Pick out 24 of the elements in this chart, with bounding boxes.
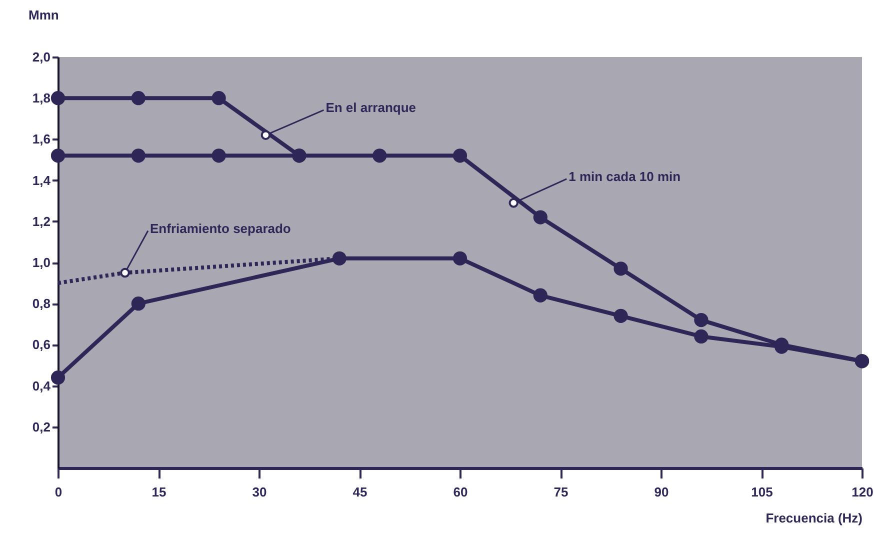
y-tick-label: 0,8: [32, 296, 50, 312]
x-tick-label: 120: [852, 484, 874, 500]
y-tick-label: 1,0: [32, 255, 50, 270]
annotation: Enfriamiento separado: [150, 220, 291, 236]
x-tick-label: 0: [54, 484, 62, 500]
y-tick-label: 0,4: [32, 378, 52, 394]
x-tick-label: 105: [751, 484, 773, 500]
annotation: 1 min cada 10 min: [568, 168, 681, 184]
annotation: En el arranque: [326, 100, 416, 116]
x-tick-label: 45: [352, 484, 368, 500]
y-tick-label: 1,4: [32, 172, 52, 188]
y-axis-title: Mmn: [28, 8, 59, 22]
x-tick-label: 90: [654, 484, 669, 500]
x-tick-label: 60: [453, 484, 468, 500]
y-tick-label: 1,6: [32, 132, 50, 147]
x-tick-label: 30: [252, 484, 267, 500]
y-tick-label: 0,2: [32, 419, 50, 434]
y-tick-label: 2,0: [32, 50, 50, 64]
y-tick-label: 1,2: [32, 214, 50, 229]
x-tick-label: 15: [152, 484, 166, 500]
x-tick-label: 75: [554, 484, 568, 500]
y-tick-label: 0,6: [32, 337, 50, 352]
y-tick-label: 1,8: [32, 90, 50, 106]
x-axis-title: Frecuencia (Hz): [766, 510, 862, 526]
